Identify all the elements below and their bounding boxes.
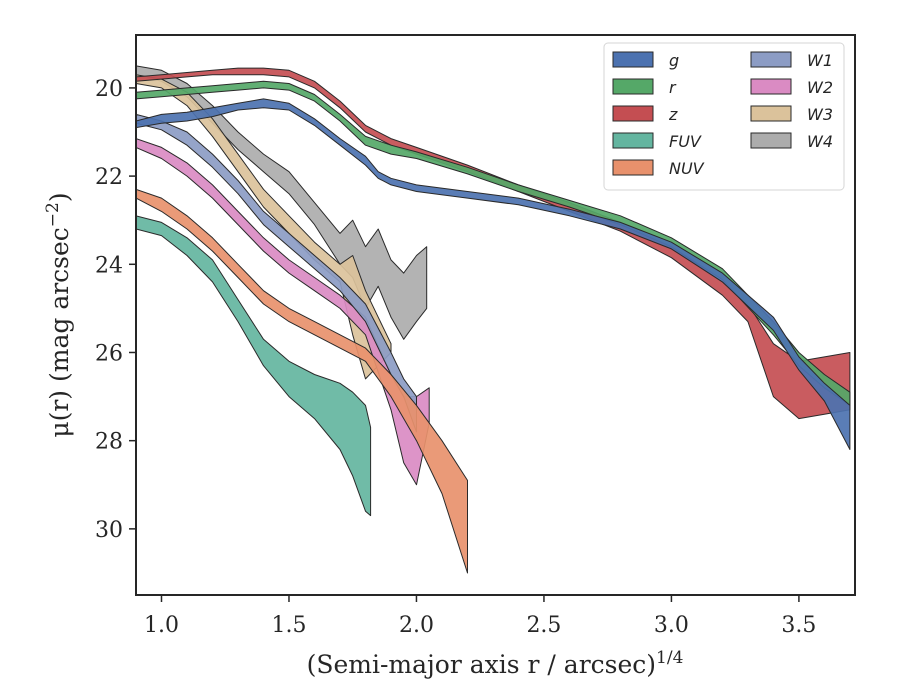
legend-swatch-w4 <box>750 132 792 149</box>
legend-label-w1: W1 <box>807 51 833 70</box>
x-tick-label: 3.0 <box>654 613 689 638</box>
axes-layer: 1.0 1.5 2.0 2.5 3.0 3.5 20 22 24 26 28 30 <box>95 34 856 638</box>
legend-label-z: z <box>668 105 678 124</box>
legend-label-w2: W2 <box>807 78 833 97</box>
x-tick-label: 2.5 <box>526 613 561 638</box>
band-layer <box>136 65 851 574</box>
legend-swatch-w1 <box>750 51 792 68</box>
x-tick-label: 1.0 <box>144 613 179 638</box>
y-tick-label: 26 <box>95 341 123 366</box>
legend-swatch-w3 <box>750 105 792 122</box>
legend-label-nuv: NUV <box>669 159 705 178</box>
y-tick-label: 22 <box>95 165 123 190</box>
legend-label-fuv: FUV <box>669 132 702 151</box>
x-tick-label: 3.5 <box>781 613 816 638</box>
band-fuv <box>136 215 372 517</box>
legend-swatch-g <box>612 51 654 68</box>
plot-frame <box>135 34 856 596</box>
y-tick-label: 24 <box>95 253 123 278</box>
y-tick-label: 20 <box>95 77 123 102</box>
legend-swatch-r <box>612 78 654 95</box>
y-axis-title: μ(r) (mag arcsec−2) <box>43 192 74 437</box>
legend-label-r: r <box>669 78 677 97</box>
legend-swatch-w2 <box>750 78 792 95</box>
legend-label-w3: W3 <box>807 105 833 124</box>
legend-swatch-nuv <box>612 159 654 176</box>
x-tick-label: 2.0 <box>399 613 434 638</box>
legend-swatch-fuv <box>612 132 654 149</box>
y-tick-label: 30 <box>95 518 123 543</box>
x-axis-title: (Semi-major axis r / arcsec)1/4 <box>307 648 684 679</box>
x-tick-label: 1.5 <box>271 613 306 638</box>
legend: grz FUV NUV W1 W2 W3 W4 <box>603 42 845 191</box>
band-nuv <box>136 188 468 574</box>
legend-swatch-z <box>612 105 654 122</box>
legend-label-g: g <box>669 51 679 70</box>
band-g <box>136 98 851 450</box>
legend-label-w4: W4 <box>807 132 833 151</box>
y-tick-label: 28 <box>95 430 123 455</box>
